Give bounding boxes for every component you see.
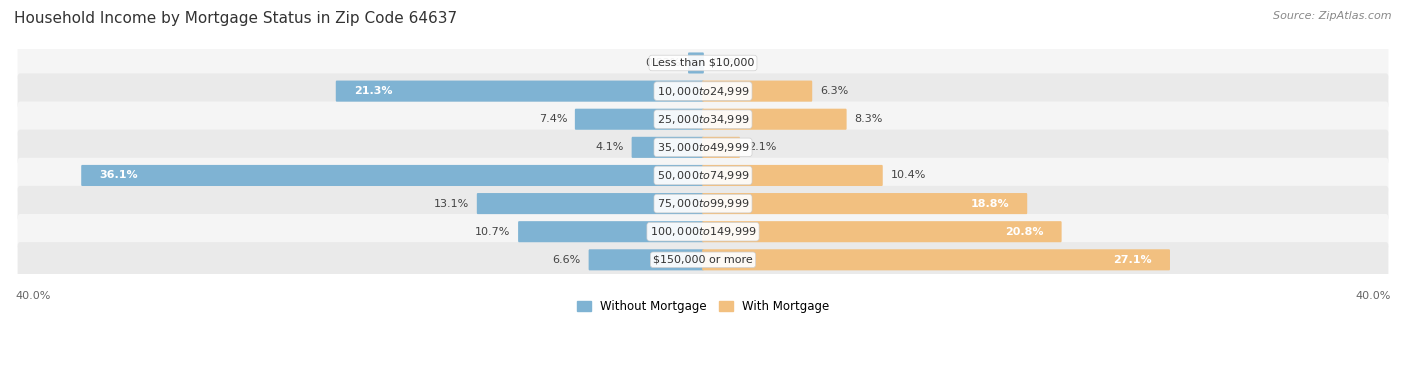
FancyBboxPatch shape xyxy=(702,249,1170,270)
Text: 21.3%: 21.3% xyxy=(354,86,392,96)
FancyBboxPatch shape xyxy=(575,109,704,130)
Text: 36.1%: 36.1% xyxy=(100,170,138,181)
Text: $35,000 to $49,999: $35,000 to $49,999 xyxy=(657,141,749,154)
Text: 7.4%: 7.4% xyxy=(538,114,567,124)
FancyBboxPatch shape xyxy=(18,242,1388,277)
FancyBboxPatch shape xyxy=(702,193,1028,214)
FancyBboxPatch shape xyxy=(18,214,1388,250)
Text: 8.3%: 8.3% xyxy=(855,114,883,124)
Text: $10,000 to $24,999: $10,000 to $24,999 xyxy=(657,84,749,98)
Text: 18.8%: 18.8% xyxy=(970,199,1010,208)
FancyBboxPatch shape xyxy=(18,130,1388,165)
Text: $100,000 to $149,999: $100,000 to $149,999 xyxy=(650,225,756,238)
Text: $75,000 to $99,999: $75,000 to $99,999 xyxy=(657,197,749,210)
FancyBboxPatch shape xyxy=(702,165,883,186)
Text: Source: ZipAtlas.com: Source: ZipAtlas.com xyxy=(1274,11,1392,21)
Text: $25,000 to $34,999: $25,000 to $34,999 xyxy=(657,113,749,126)
Text: 27.1%: 27.1% xyxy=(1114,255,1152,265)
FancyBboxPatch shape xyxy=(702,81,813,102)
FancyBboxPatch shape xyxy=(631,137,704,158)
Text: 13.1%: 13.1% xyxy=(434,199,470,208)
FancyBboxPatch shape xyxy=(18,45,1388,81)
Text: 4.1%: 4.1% xyxy=(596,143,624,152)
Legend: Without Mortgage, With Mortgage: Without Mortgage, With Mortgage xyxy=(572,295,834,317)
FancyBboxPatch shape xyxy=(477,193,704,214)
FancyBboxPatch shape xyxy=(517,221,704,242)
Text: 20.8%: 20.8% xyxy=(1005,227,1043,237)
Text: 0.82%: 0.82% xyxy=(645,58,681,68)
Text: 6.3%: 6.3% xyxy=(820,86,848,96)
Text: 40.0%: 40.0% xyxy=(1355,291,1391,301)
Text: Household Income by Mortgage Status in Zip Code 64637: Household Income by Mortgage Status in Z… xyxy=(14,11,457,26)
Text: $150,000 or more: $150,000 or more xyxy=(654,255,752,265)
FancyBboxPatch shape xyxy=(18,158,1388,193)
Text: 10.4%: 10.4% xyxy=(890,170,927,181)
FancyBboxPatch shape xyxy=(702,221,1062,242)
FancyBboxPatch shape xyxy=(702,137,740,158)
Text: $50,000 to $74,999: $50,000 to $74,999 xyxy=(657,169,749,182)
FancyBboxPatch shape xyxy=(688,52,704,74)
FancyBboxPatch shape xyxy=(702,109,846,130)
Text: Less than $10,000: Less than $10,000 xyxy=(652,58,754,68)
Text: 6.6%: 6.6% xyxy=(553,255,581,265)
Text: 2.1%: 2.1% xyxy=(748,143,776,152)
Text: 0.0%: 0.0% xyxy=(711,58,740,68)
FancyBboxPatch shape xyxy=(336,81,704,102)
Text: 40.0%: 40.0% xyxy=(15,291,51,301)
FancyBboxPatch shape xyxy=(82,165,704,186)
FancyBboxPatch shape xyxy=(18,186,1388,221)
FancyBboxPatch shape xyxy=(18,101,1388,137)
FancyBboxPatch shape xyxy=(18,74,1388,109)
Text: 10.7%: 10.7% xyxy=(475,227,510,237)
FancyBboxPatch shape xyxy=(589,249,704,270)
